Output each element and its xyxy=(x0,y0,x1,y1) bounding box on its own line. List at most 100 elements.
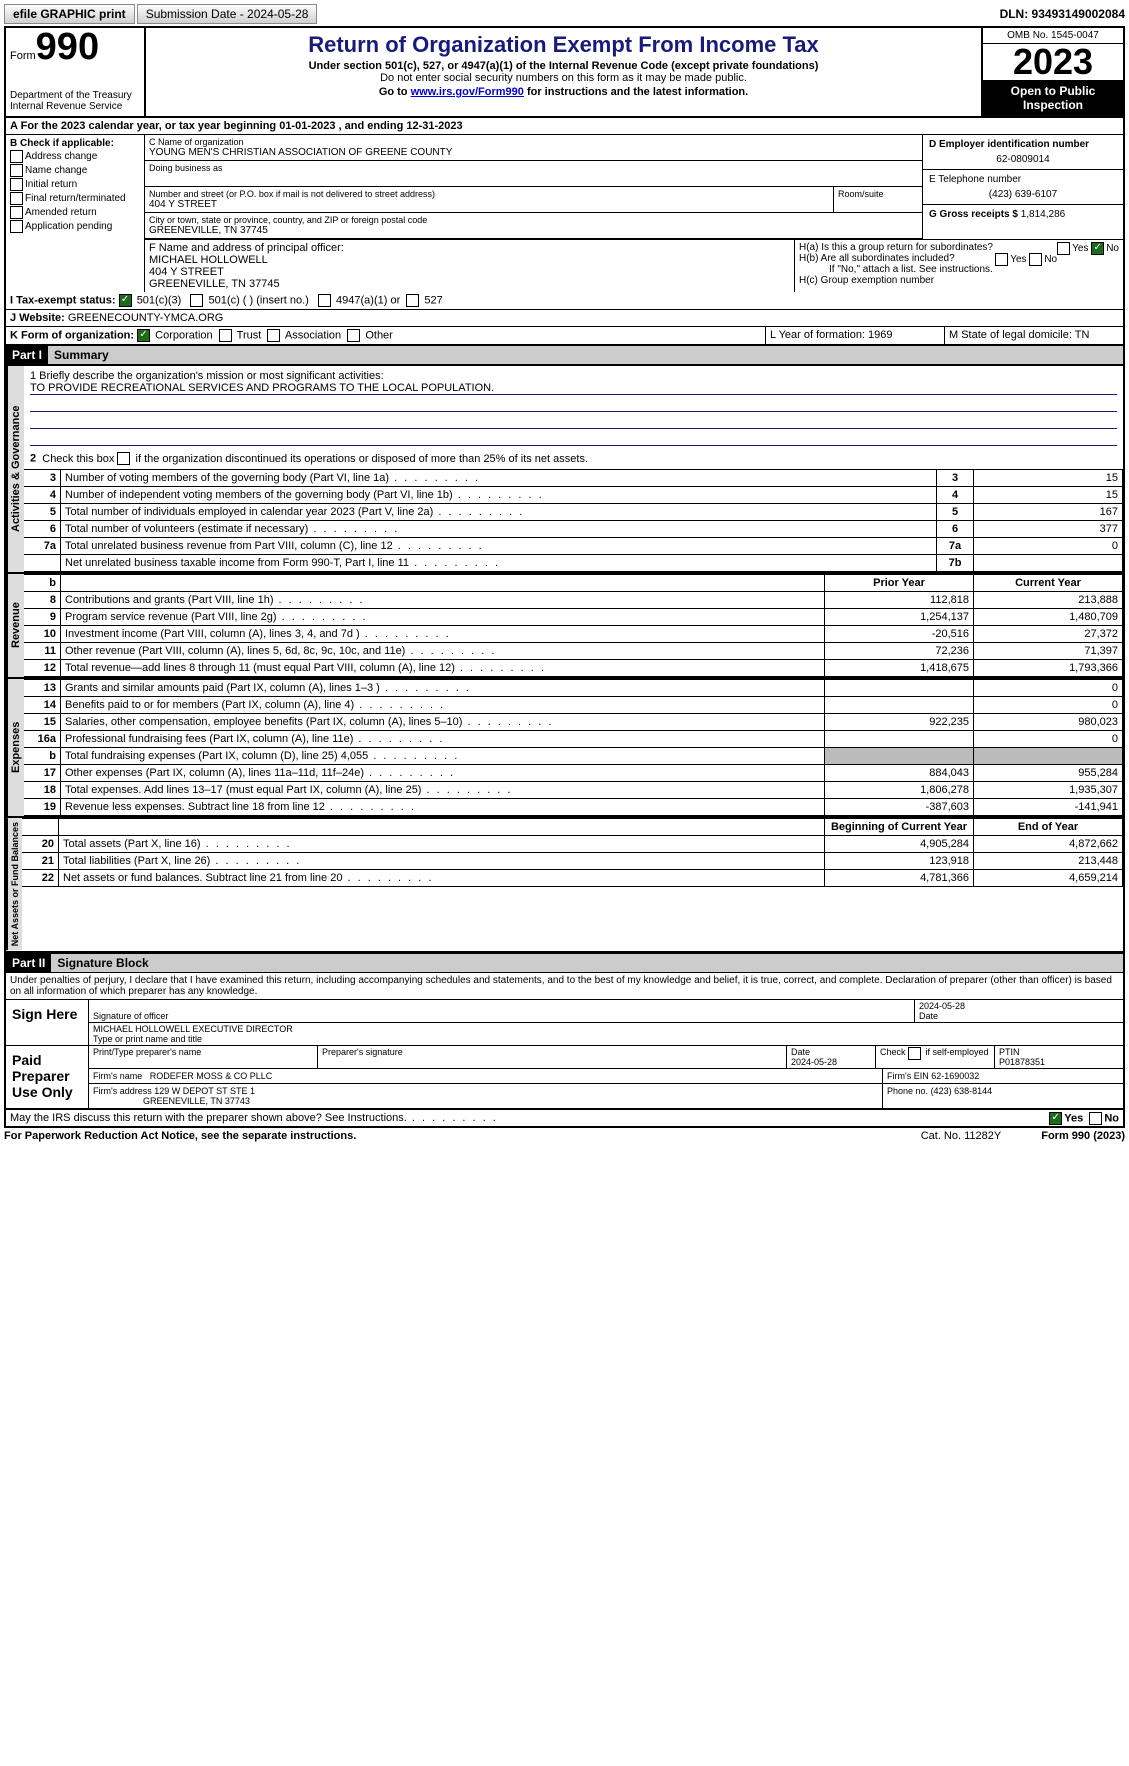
checkbox-initial-return[interactable] xyxy=(10,178,23,191)
sig-officer-label: Signature of officer xyxy=(93,1011,910,1021)
firm-phone-label: Phone no. xyxy=(887,1086,928,1096)
checkbox-assoc[interactable] xyxy=(267,329,280,342)
discuss-label: May the IRS discuss this return with the… xyxy=(10,1112,498,1124)
checkbox-name-change[interactable] xyxy=(10,164,23,177)
sig-date: 2024-05-28 xyxy=(919,1001,1119,1011)
opt-corp: Corporation xyxy=(155,330,212,342)
form-number: 990 xyxy=(36,26,99,68)
ein-label: D Employer identification number xyxy=(929,139,1117,150)
checkbox-4947[interactable] xyxy=(318,294,331,307)
state-domicile: M State of legal domicile: TN xyxy=(945,327,1123,344)
addr-label: Number and street (or P.O. box if mail i… xyxy=(149,189,829,199)
open-inspection: Open to Public Inspection xyxy=(983,80,1123,116)
checkbox-ha-no[interactable] xyxy=(1091,242,1104,255)
opt-assoc: Association xyxy=(285,330,341,342)
prep-date: 2024-05-28 xyxy=(791,1057,837,1067)
checkbox-discontinued[interactable] xyxy=(117,452,130,465)
form-word: Form xyxy=(10,50,36,62)
form-org-label: K Form of organization: xyxy=(10,330,134,342)
checkbox-discuss-yes[interactable] xyxy=(1049,1112,1062,1125)
tax-exempt-label: I Tax-exempt status: xyxy=(10,295,116,307)
checkbox-hb-no[interactable] xyxy=(1029,253,1042,266)
opt-address-change: Address change xyxy=(25,152,97,163)
form-subtitle: Under section 501(c), 527, or 4947(a)(1)… xyxy=(152,60,975,72)
tax-year: 2023 xyxy=(983,44,1123,80)
opt-initial-return: Initial return xyxy=(25,180,77,191)
ptin-label: PTIN xyxy=(999,1047,1020,1057)
part2-header: Part II xyxy=(6,954,51,972)
opt-other: Other xyxy=(365,330,393,342)
opt-name-change: Name change xyxy=(25,166,87,177)
prep-date-label: Date xyxy=(791,1047,810,1057)
checkbox-discuss-no[interactable] xyxy=(1089,1112,1102,1125)
efile-button[interactable]: efile GRAPHIC print xyxy=(4,4,135,24)
vtab-net-assets: Net Assets or Fund Balances xyxy=(6,818,22,950)
opt-527: 527 xyxy=(424,295,442,307)
footer-right: Form 990 (2023) xyxy=(1041,1130,1125,1142)
firm-ein: 62-1690032 xyxy=(931,1071,979,1081)
website-label: J Website: xyxy=(10,312,65,324)
sig-officer-name: MICHAEL HOLLOWELL EXECUTIVE DIRECTOR xyxy=(93,1024,1119,1034)
phone-value: (423) 639-6107 xyxy=(929,189,1117,200)
prep-check-label: Check if self-employed xyxy=(880,1047,989,1057)
perjury-text: Under penalties of perjury, I declare th… xyxy=(6,973,1123,1000)
checkbox-501c3[interactable] xyxy=(119,294,132,307)
part1-title: Summary xyxy=(48,346,1123,364)
paid-preparer-label: Paid Preparer Use Only xyxy=(6,1046,89,1108)
checkbox-hb-yes[interactable] xyxy=(995,253,1008,266)
governance-table: 3Number of voting members of the governi… xyxy=(24,469,1123,572)
sig-date-label: Date xyxy=(919,1011,1119,1021)
firm-city: GREENEVILLE, TN 37743 xyxy=(143,1096,250,1106)
city-state-zip: GREENEVILLE, TN 37745 xyxy=(149,225,918,236)
goto-pre: Go to xyxy=(379,86,411,98)
line-a: A For the 2023 calendar year, or tax yea… xyxy=(6,118,1123,135)
opt-trust: Trust xyxy=(237,330,262,342)
checkbox-corp[interactable] xyxy=(137,329,150,342)
opt-501c: 501(c) ( ) (insert no.) xyxy=(209,295,309,307)
room-label: Room/suite xyxy=(838,189,918,199)
dba-label: Doing business as xyxy=(149,163,918,173)
checkbox-self-employed[interactable] xyxy=(908,1047,921,1060)
part2-title: Signature Block xyxy=(51,954,1123,972)
checkbox-app-pending[interactable] xyxy=(10,220,23,233)
checkbox-501c[interactable] xyxy=(190,294,203,307)
city-label: City or town, state or province, country… xyxy=(149,215,918,225)
org-name: YOUNG MEN'S CHRISTIAN ASSOCIATION OF GRE… xyxy=(149,147,918,158)
website-value: GREENECOUNTY-YMCA.ORG xyxy=(65,312,224,324)
box-b-title: B Check if applicable: xyxy=(10,138,140,149)
h-b-label: H(b) Are all subordinates included? xyxy=(799,253,955,264)
firm-ein-label: Firm's EIN xyxy=(887,1071,929,1081)
dln-label: DLN: 93493149002084 xyxy=(1000,7,1125,21)
sig-type-label: Type or print name and title xyxy=(93,1034,1119,1044)
sign-here-label: Sign Here xyxy=(6,1000,89,1045)
year-formation: L Year of formation: 1969 xyxy=(766,327,945,344)
firm-phone: (423) 638-8144 xyxy=(931,1086,993,1096)
checkbox-trust[interactable] xyxy=(219,329,232,342)
gross-receipts-value: 1,814,286 xyxy=(1021,209,1066,220)
form-container: Form990 Department of the Treasury Inter… xyxy=(4,26,1125,1128)
checkbox-address-change[interactable] xyxy=(10,150,23,163)
vtab-governance: Activities & Governance xyxy=(6,366,24,572)
irs-link[interactable]: www.irs.gov/Form990 xyxy=(411,86,524,98)
gross-receipts-label: G Gross receipts $ xyxy=(929,209,1018,220)
officer-name: MICHAEL HOLLOWELL xyxy=(149,254,790,266)
checkbox-527[interactable] xyxy=(406,294,419,307)
checkbox-other[interactable] xyxy=(347,329,360,342)
firm-name: RODEFER MOSS & CO PLLC xyxy=(150,1071,273,1081)
firm-name-label: Firm's name xyxy=(93,1071,142,1081)
firm-addr: 129 W DEPOT ST STE 1 xyxy=(154,1086,255,1096)
footer-cat: Cat. No. 11282Y xyxy=(921,1130,1002,1142)
officer-addr1: 404 Y STREET xyxy=(149,266,790,278)
checkbox-ha-yes[interactable] xyxy=(1057,242,1070,255)
street-address: 404 Y STREET xyxy=(149,199,829,210)
dept-label: Department of the Treasury Internal Reve… xyxy=(10,90,140,112)
h-c-label: H(c) Group exemption number xyxy=(799,275,1119,286)
checkbox-final-return[interactable] xyxy=(10,192,23,205)
checkbox-amended[interactable] xyxy=(10,206,23,219)
line2-text: Check this box if the organization disco… xyxy=(42,453,588,465)
submission-date-button[interactable]: Submission Date - 2024-05-28 xyxy=(137,4,318,24)
box-b: B Check if applicable: Address change Na… xyxy=(6,135,145,292)
vtab-revenue: Revenue xyxy=(6,574,24,677)
opt-final-return: Final return/terminated xyxy=(25,194,126,205)
h-b2-label: If "No," attach a list. See instructions… xyxy=(799,264,1119,275)
